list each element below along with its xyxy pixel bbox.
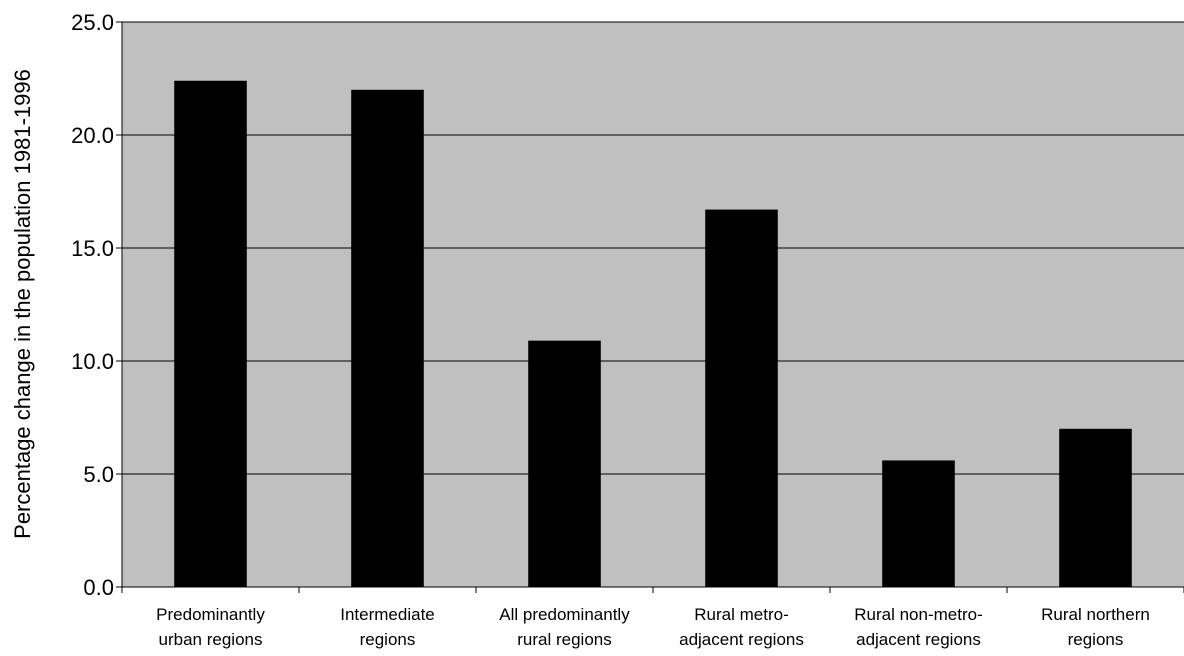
bar <box>705 209 778 587</box>
bar <box>528 340 601 587</box>
x-category-label: regions <box>360 630 416 649</box>
gridlines <box>122 21 1184 475</box>
y-tick-label: 0.0 <box>83 575 114 600</box>
y-tick-label: 5.0 <box>83 462 114 487</box>
x-category-label: adjacent regions <box>679 630 804 649</box>
y-tick-label: 25.0 <box>71 10 114 35</box>
x-category-label: Rural non-metro- <box>854 605 983 624</box>
y-tick-labels: 0.0 5.0 10.0 15.0 20.0 25.0 <box>71 10 114 600</box>
x-category-label: Rural metro- <box>694 605 788 624</box>
x-category-label: Rural northern <box>1041 605 1150 624</box>
y-tick-label: 20.0 <box>71 123 114 148</box>
x-category-label: Intermediate <box>340 605 435 624</box>
y-tick-label: 10.0 <box>71 349 114 374</box>
x-category-label: adjacent regions <box>856 630 981 649</box>
x-category-label: regions <box>1068 630 1124 649</box>
x-category-label: Predominantly <box>156 605 265 624</box>
x-category-label: urban regions <box>159 630 263 649</box>
bar <box>1059 428 1132 587</box>
x-category-label: rural regions <box>517 630 612 649</box>
y-tick-label: 15.0 <box>71 236 114 261</box>
x-category-label: All predominantly <box>499 605 630 624</box>
x-category-labels: Predominantly urban regions Intermediate re… <box>156 605 1150 649</box>
bar <box>351 89 424 588</box>
bar <box>174 80 247 587</box>
bar <box>882 460 955 587</box>
plot-area <box>122 22 1184 587</box>
y-axis-title: Percentage change in the population 1981… <box>10 69 35 539</box>
axes <box>116 21 1184 593</box>
bar-series <box>174 80 1132 588</box>
